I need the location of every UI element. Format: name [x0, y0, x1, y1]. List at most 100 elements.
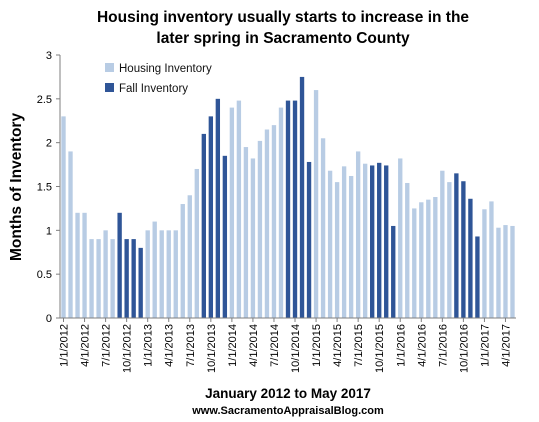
bar-housing-inventory [250, 158, 256, 318]
bar-housing-inventory [313, 90, 319, 318]
bar-housing-inventory [229, 107, 235, 318]
bar-housing-inventory [355, 151, 361, 318]
bar-housing-inventory [173, 230, 178, 318]
bar-fall-inventory [117, 212, 122, 318]
x-tick-label: 10/1/2014 [290, 324, 302, 373]
bar-fall-inventory [222, 155, 228, 318]
y-tick-label: 1.5 [37, 182, 52, 194]
bar-housing-inventory [433, 197, 438, 318]
x-tick-label: 4/1/2014 [248, 324, 260, 367]
bar-housing-inventory [440, 170, 445, 318]
bar-housing-inventory [362, 163, 368, 318]
legend: Housing Inventory Fall Inventory [105, 63, 212, 95]
chart-title-line-1: Housing inventory usually starts to incr… [97, 9, 469, 26]
bar-housing-inventory [166, 230, 171, 318]
bars-group [61, 76, 515, 319]
bar-housing-inventory [348, 175, 354, 318]
bar-fall-inventory [306, 161, 312, 318]
bar-housing-inventory [82, 212, 87, 318]
bar-housing-inventory [412, 208, 417, 318]
bar-housing-inventory [426, 199, 431, 318]
x-tick-label: 1/1/2015 [311, 324, 323, 367]
x-tick-label: 7/1/2013 [185, 324, 197, 367]
bar-fall-inventory [131, 239, 136, 318]
bar-housing-inventory [257, 140, 263, 318]
bar-housing-inventory [271, 125, 277, 318]
bar-housing-inventory [75, 212, 80, 318]
x-tick-label: 10/1/2016 [458, 324, 470, 373]
bar-housing-inventory [264, 129, 270, 318]
bar-housing-inventory [103, 230, 108, 318]
bar-fall-inventory [384, 165, 389, 318]
bar-housing-inventory [96, 239, 101, 318]
bar-housing-inventory [89, 239, 94, 318]
x-tick-label: 4/1/2017 [500, 324, 512, 367]
bar-housing-inventory [61, 116, 66, 319]
y-axis-title: Months of Inventory [8, 113, 25, 261]
x-tick-label: 10/1/2012 [122, 324, 134, 373]
x-tick-label: 7/1/2016 [437, 324, 449, 367]
bar-fall-inventory [138, 247, 143, 318]
bar-fall-inventory [208, 116, 214, 319]
bar-fall-inventory [454, 173, 459, 318]
x-tick-label: 4/1/2015 [332, 324, 344, 367]
bar-housing-inventory [482, 209, 487, 318]
x-tick-label: 7/1/2014 [269, 324, 281, 367]
bar-housing-inventory [152, 221, 157, 318]
x-tick-label: 7/1/2012 [101, 324, 113, 367]
y-tick-label: 2.5 [37, 94, 52, 106]
bar-fall-inventory [292, 100, 298, 318]
x-tick-label: 1/1/2012 [59, 324, 71, 367]
chart-title-line-2: later spring in Sacramento County [156, 30, 410, 47]
bar-housing-inventory [419, 202, 424, 318]
y-tick-label: 2 [46, 138, 52, 150]
x-tick-label: 7/1/2015 [353, 324, 365, 367]
bar-housing-inventory [145, 230, 150, 318]
x-tick-label: 1/1/2016 [395, 324, 407, 367]
bar-housing-inventory [341, 166, 347, 318]
bar-fall-inventory [461, 181, 466, 318]
legend-label-fall-inventory: Fall Inventory [119, 83, 188, 95]
bar-fall-inventory [370, 165, 375, 318]
x-tick-label: 4/1/2016 [416, 324, 428, 367]
bar-housing-inventory [236, 100, 242, 318]
legend-swatch-fall-inventory [105, 83, 114, 92]
bar-fall-inventory [299, 76, 305, 318]
bar-housing-inventory [159, 230, 164, 318]
y-tick-label: 3 [46, 50, 52, 62]
bar-housing-inventory [68, 151, 73, 318]
x-tick-label: 10/1/2015 [374, 324, 386, 373]
bar-housing-inventory [278, 107, 284, 318]
bar-fall-inventory [285, 100, 291, 318]
bar-housing-inventory [327, 170, 333, 318]
x-tick-label: 10/1/2013 [206, 324, 218, 373]
bar-fall-inventory [475, 236, 480, 318]
x-tick-label: 1/1/2013 [143, 324, 155, 367]
x-axis-title: January 2012 to May 2017 [205, 386, 371, 401]
x-tick-label: 1/1/2017 [479, 324, 491, 367]
bar-housing-inventory [320, 138, 326, 318]
y-tick-label: 0 [46, 313, 52, 325]
bar-fall-inventory [201, 133, 206, 318]
y-tick-label: 0.5 [37, 269, 52, 281]
bar-housing-inventory [405, 182, 410, 318]
bar-housing-inventory [334, 182, 340, 318]
bar-fall-inventory [124, 239, 129, 318]
bar-housing-inventory [194, 168, 199, 318]
bar-fall-inventory [215, 98, 221, 318]
x-tick-label: 1/1/2014 [227, 324, 239, 367]
bar-housing-inventory [187, 195, 192, 318]
bar-housing-inventory [398, 158, 403, 318]
legend-label-housing-inventory: Housing Inventory [119, 63, 212, 75]
bar-housing-inventory [510, 225, 515, 318]
source-credit: www.SacramentoAppraisalBlog.com [191, 405, 384, 417]
bar-housing-inventory [110, 239, 115, 318]
bar-fall-inventory [391, 225, 396, 318]
x-axis: 1/1/2012 4/1/2012 7/1/2012 10/1/2012 1/1/201… [59, 317, 516, 373]
bar-housing-inventory [496, 227, 501, 318]
legend-swatch-housing-inventory [105, 63, 114, 72]
y-tick-label: 1 [46, 225, 52, 237]
bar-housing-inventory [503, 225, 508, 318]
bar-housing-inventory [447, 182, 452, 318]
